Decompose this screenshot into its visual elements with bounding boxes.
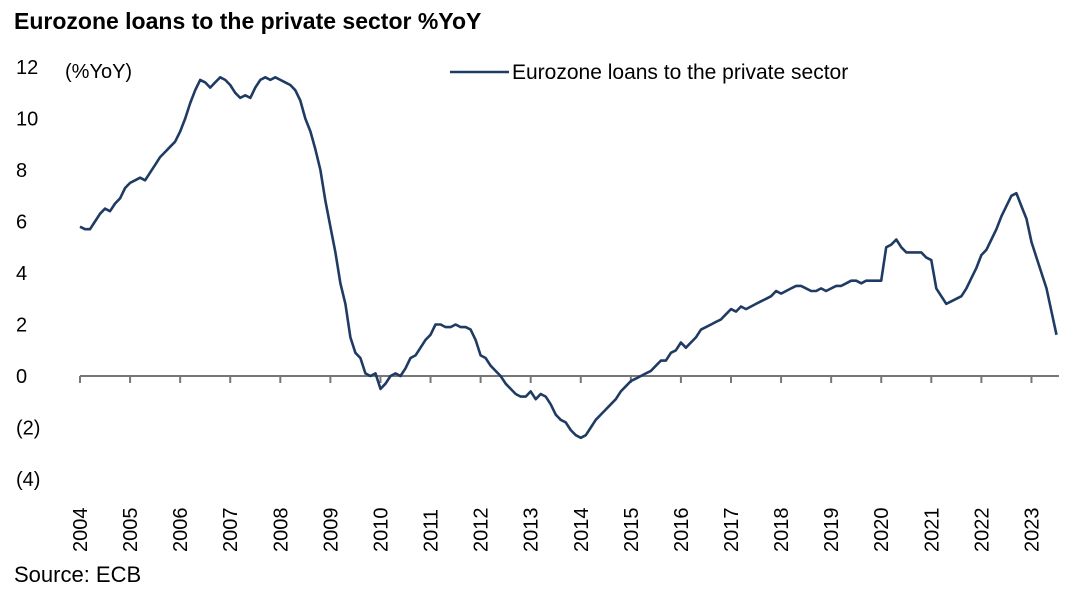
x-tick-label: 2018 [771, 508, 793, 553]
x-tick-label: 2012 [471, 508, 493, 553]
chart-title: Eurozone loans to the private sector %Yo… [14, 8, 482, 34]
x-tick-label: 2015 [621, 508, 643, 553]
x-tick-label: 2021 [921, 508, 943, 553]
x-tick-label: 2004 [70, 508, 92, 553]
y-tick-label: 12 [16, 57, 38, 79]
x-tick-label: 2009 [320, 508, 342, 553]
x-tick-label: 2006 [170, 508, 192, 553]
source-note: Source: ECB [14, 562, 142, 587]
legend-label: Eurozone loans to the private sector [512, 61, 848, 84]
x-tick-label: 2010 [370, 508, 392, 553]
y-tick-label: 6 [16, 212, 27, 234]
y-tick-label: 8 [16, 160, 27, 182]
y-tick-label: (4) [16, 469, 40, 491]
y-tick-label: 10 [16, 109, 38, 131]
x-tick-label: 2020 [871, 508, 893, 553]
x-axis-ticks [79, 376, 1033, 383]
legend: Eurozone loans to the private sector [450, 61, 848, 84]
x-tick-label: 2011 [421, 509, 443, 552]
y-tick-label: 0 [16, 366, 27, 388]
x-tick-label: 2019 [821, 508, 843, 553]
x-tick-label: 2022 [971, 508, 993, 553]
y-tick-label: 2 [16, 315, 27, 337]
x-tick-label: 2013 [521, 508, 543, 553]
x-tick-label: 2016 [671, 508, 693, 553]
series-line-eurozone-loans [79, 76, 1058, 440]
x-tick-label: 2008 [270, 508, 292, 553]
x-tick-label: 2007 [220, 508, 242, 553]
y-tick-label: 4 [16, 263, 27, 285]
x-tick-label: 2005 [120, 508, 142, 553]
y-tick-label: (2) [16, 418, 40, 440]
x-tick-label: 2014 [571, 508, 593, 553]
x-tick-label: 2017 [721, 508, 743, 553]
y-axis-label: (%YoY) [65, 61, 132, 83]
x-tick-label: 2023 [1021, 508, 1043, 553]
y-axis-ticks: 12 10 8 6 4 2 0 (2) (4) [16, 57, 40, 491]
x-axis-labels: 2004 2005 2006 2007 2008 2009 2010 2011 2012 2013… [70, 508, 1043, 553]
